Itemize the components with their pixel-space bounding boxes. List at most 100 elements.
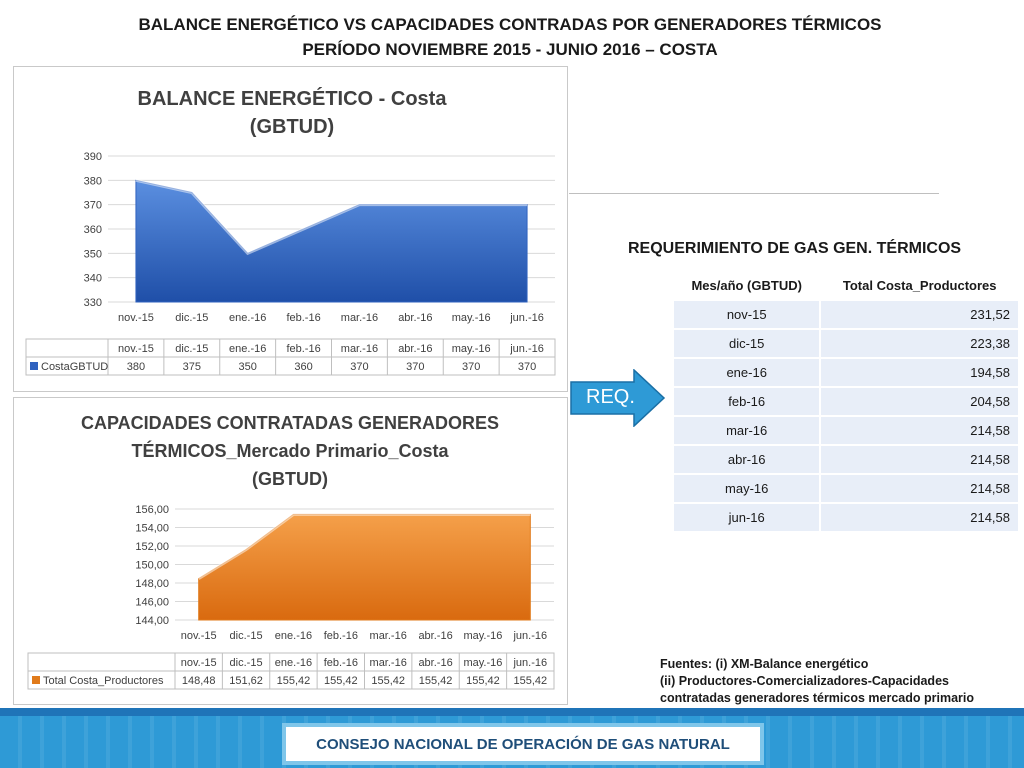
legend-swatch bbox=[32, 676, 40, 684]
x-tick-label: may.-16 bbox=[452, 312, 491, 324]
row-value: 231,52 bbox=[821, 301, 1018, 328]
data-label: 370 bbox=[406, 361, 424, 373]
legend-label: CostaGBTUD bbox=[41, 361, 108, 373]
capacities-chart-title-line1: CAPACIDADES CONTRATADAS GENERADORES bbox=[81, 413, 499, 433]
table-row: nov-15 231,52 bbox=[674, 301, 1018, 328]
requirement-table: Mes/año (GBTUD) Total Costa_Productores … bbox=[672, 270, 1020, 533]
x-tick-label: may.-16 bbox=[463, 630, 502, 642]
data-label: 370 bbox=[350, 361, 368, 373]
y-tick-label: 390 bbox=[84, 151, 102, 163]
y-tick-label: 152,00 bbox=[135, 541, 169, 553]
sources-note: Fuentes: (i) XM-Balance energético (ii) … bbox=[660, 656, 974, 707]
page-title: BALANCE ENERGÉTICO VS CAPACIDADES CONTRA… bbox=[60, 12, 960, 62]
balance-chart-panel: BALANCE ENERGÉTICO - Costa (GBTUD) 330 34… bbox=[13, 66, 568, 392]
table-row: mar-16 214,58 bbox=[674, 417, 1018, 444]
y-tick-label: 380 bbox=[84, 175, 102, 187]
table-category-label: nov.-15 bbox=[181, 657, 217, 669]
x-tick-label: ene.-16 bbox=[275, 630, 312, 642]
x-tick-label: feb.-16 bbox=[286, 312, 320, 324]
table-row: ene-16 194,58 bbox=[674, 359, 1018, 386]
table-category-label: ene.-16 bbox=[275, 657, 312, 669]
table-category-label: abr.-16 bbox=[418, 657, 452, 669]
series-area bbox=[198, 513, 531, 621]
balance-chart: BALANCE ENERGÉTICO - Costa (GBTUD) 330 34… bbox=[25, 87, 556, 376]
row-month: nov-15 bbox=[674, 301, 820, 328]
row-month: jun-16 bbox=[674, 504, 820, 531]
table-category-label: jun.-16 bbox=[512, 657, 547, 669]
row-value: 223,38 bbox=[821, 330, 1018, 357]
table-category-label: nov.-15 bbox=[118, 343, 154, 355]
x-tick-label: abr.-16 bbox=[398, 312, 432, 324]
data-label: 380 bbox=[127, 361, 145, 373]
table-category-label: dic.-15 bbox=[175, 343, 208, 355]
row-value: 214,58 bbox=[821, 504, 1018, 531]
data-label: 151,62 bbox=[229, 675, 263, 687]
section-divider bbox=[569, 193, 939, 194]
row-value: 214,58 bbox=[821, 446, 1018, 473]
row-value: 204,58 bbox=[821, 388, 1018, 415]
requirement-table-header: Mes/año (GBTUD) Total Costa_Productores bbox=[674, 272, 1018, 299]
header-month: Mes/año (GBTUD) bbox=[674, 272, 820, 299]
balance-chart-title-line2: (GBTUD) bbox=[250, 116, 334, 138]
x-tick-label: ene.-16 bbox=[229, 312, 266, 324]
requirement-title: REQUERIMIENTO DE GAS GEN. TÉRMICOS bbox=[628, 240, 962, 257]
series-area bbox=[135, 179, 528, 303]
data-label: 370 bbox=[518, 361, 536, 373]
x-tick-label: nov.-15 bbox=[118, 312, 154, 324]
data-label: 148,48 bbox=[182, 675, 216, 687]
y-tick-label: 150,00 bbox=[135, 560, 169, 572]
table-row: abr-16 214,58 bbox=[674, 446, 1018, 473]
table-category-label: may.-16 bbox=[463, 657, 502, 669]
row-month: may-16 bbox=[674, 475, 820, 502]
table-category-label: ene.-16 bbox=[229, 343, 266, 355]
legend-swatch bbox=[30, 362, 38, 370]
x-tick-label: dic.-15 bbox=[230, 630, 263, 642]
row-month: mar-16 bbox=[674, 417, 820, 444]
table-category-label: may.-16 bbox=[452, 343, 491, 355]
table-row: feb-16 204,58 bbox=[674, 388, 1018, 415]
y-tick-label: 146,00 bbox=[135, 597, 169, 609]
data-label: 370 bbox=[462, 361, 480, 373]
data-label: 155,42 bbox=[324, 675, 358, 687]
table-category-label: mar.-16 bbox=[341, 343, 378, 355]
req-arrow-label: REQ. bbox=[586, 386, 635, 408]
legend-label: Total Costa_Productores bbox=[43, 675, 164, 687]
table-category-label: feb.-16 bbox=[286, 343, 320, 355]
capacities-chart: CAPACIDADES CONTRATADAS GENERADORES TÉRM… bbox=[27, 413, 555, 690]
y-tick-label: 330 bbox=[84, 297, 102, 309]
table-row: may-16 214,58 bbox=[674, 475, 1018, 502]
table-category-label: mar.-16 bbox=[370, 657, 407, 669]
row-month: dic-15 bbox=[674, 330, 820, 357]
data-label: 155,42 bbox=[277, 675, 311, 687]
sources-line1: Fuentes: (i) XM-Balance energético bbox=[660, 657, 869, 671]
series-line bbox=[135, 178, 528, 256]
row-value: 214,58 bbox=[821, 417, 1018, 444]
sources-line3: contratadas generadores térmicos mercado… bbox=[660, 691, 975, 705]
series-line bbox=[197, 512, 531, 580]
data-label: 155,42 bbox=[419, 675, 453, 687]
footer-banner: CONSEJO NACIONAL DE OPERACIÓN DE GAS NAT… bbox=[282, 723, 764, 765]
row-value: 214,58 bbox=[821, 475, 1018, 502]
x-tick-label: dic.-15 bbox=[175, 312, 208, 324]
table-row: jun-16 214,58 bbox=[674, 504, 1018, 531]
x-tick-label: mar.-16 bbox=[370, 630, 407, 642]
req-arrow: REQ. bbox=[570, 368, 666, 428]
sources-line2: (ii) Productores-Comercializadores-Capac… bbox=[660, 674, 949, 688]
data-label: 155,42 bbox=[371, 675, 405, 687]
capacities-chart-title-line3: (GBTUD) bbox=[252, 469, 328, 489]
y-tick-label: 370 bbox=[84, 200, 102, 212]
table-category-label: jun.-16 bbox=[509, 343, 544, 355]
row-value: 194,58 bbox=[821, 359, 1018, 386]
table-category-label: abr.-16 bbox=[398, 343, 432, 355]
row-month: ene-16 bbox=[674, 359, 820, 386]
x-tick-label: jun.-16 bbox=[509, 312, 544, 324]
x-tick-label: mar.-16 bbox=[341, 312, 378, 324]
y-tick-label: 350 bbox=[84, 248, 102, 260]
data-label: 350 bbox=[239, 361, 257, 373]
balance-chart-title-line1: BALANCE ENERGÉTICO - Costa bbox=[138, 87, 448, 110]
data-label: 375 bbox=[183, 361, 201, 373]
page-title-line2: PERÍODO NOVIEMBRE 2015 - JUNIO 2016 – CO… bbox=[302, 40, 718, 59]
y-tick-label: 360 bbox=[84, 224, 102, 236]
table-category-label: feb.-16 bbox=[324, 657, 358, 669]
arrow-right-icon bbox=[570, 368, 666, 428]
